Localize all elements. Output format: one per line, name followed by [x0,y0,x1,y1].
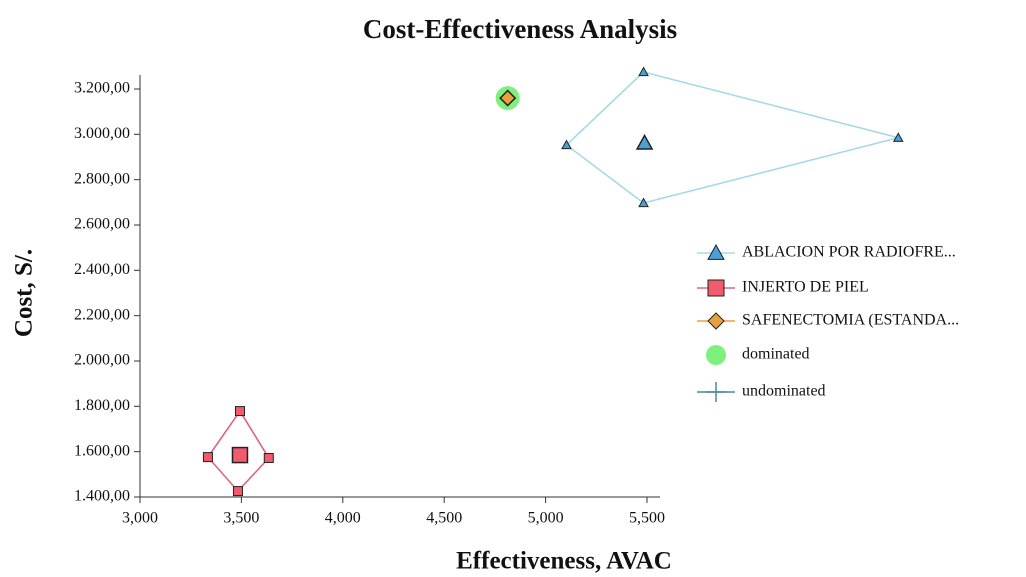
mean-point [635,133,654,150]
mean-point [499,89,517,107]
y-tick-label: 2.600,00 [74,216,130,233]
x-tick-label: 5,500 [629,510,665,527]
x-axis-label: Effectiveness, AVAC [456,548,672,575]
uncertainty-outline [565,71,899,204]
x-tick-label: 3,000 [122,510,158,527]
y-axis-label: Cost, S/. [11,249,38,337]
y-tick-label: 2.000,00 [74,352,130,369]
mean-point [231,446,249,464]
x-tick-label: 4,000 [325,510,361,527]
x-tick-label: 3,500 [223,510,259,527]
legend-marker [707,279,725,297]
y-tick-label: 2.800,00 [74,170,130,187]
y-tick-label: 1.600,00 [74,442,130,459]
sample-point [892,132,904,142]
sample-point [638,197,649,208]
legend-marker [706,382,726,402]
sample-point [561,139,572,150]
legend-label: SAFENECTOMIA (ESTANDA... [742,312,959,329]
chart-title: Cost-Effectiveness Analysis [363,14,677,44]
legend-label: ABLACION POR RADIOFRE... [742,244,956,261]
x-tick-label: 5,000 [528,510,564,527]
y-tick-label: 3.000,00 [74,125,130,142]
sample-point [263,453,274,464]
sample-point [234,406,245,417]
legend-label: undominated [742,383,826,400]
y-tick-label: 1.800,00 [74,397,130,414]
legend-marker [706,345,726,365]
sample-point [232,486,243,497]
legend-marker [707,312,725,330]
y-tick-label: 1.400,00 [74,488,130,505]
legend-label: INJERTO DE PIEL [742,279,869,296]
sample-point [202,452,213,463]
sample-point [638,66,649,77]
x-tick-label: 4,500 [426,510,462,527]
y-tick-label: 2.400,00 [74,261,130,278]
y-tick-label: 2.200,00 [74,306,130,323]
legend-label: dominated [742,346,810,363]
legend-marker [707,243,725,260]
y-tick-label: 3.200,00 [74,80,130,97]
